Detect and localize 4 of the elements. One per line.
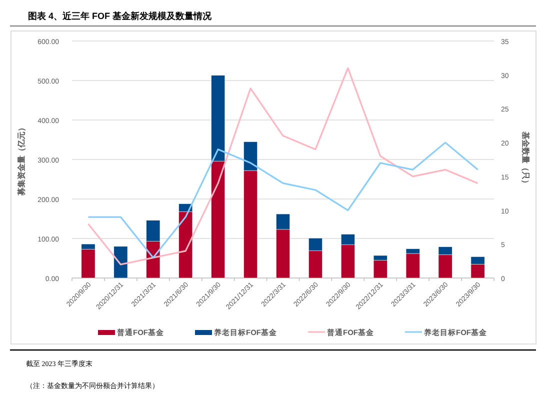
y-axis-title: 募集资金量（亿元） <box>17 124 26 196</box>
chart-title: 图表 4、近三年 FOF 基金新发规模及数量情况 <box>28 11 212 21</box>
y2-axis-title: 基金数量（只） <box>521 130 530 188</box>
bar <box>114 246 128 278</box>
